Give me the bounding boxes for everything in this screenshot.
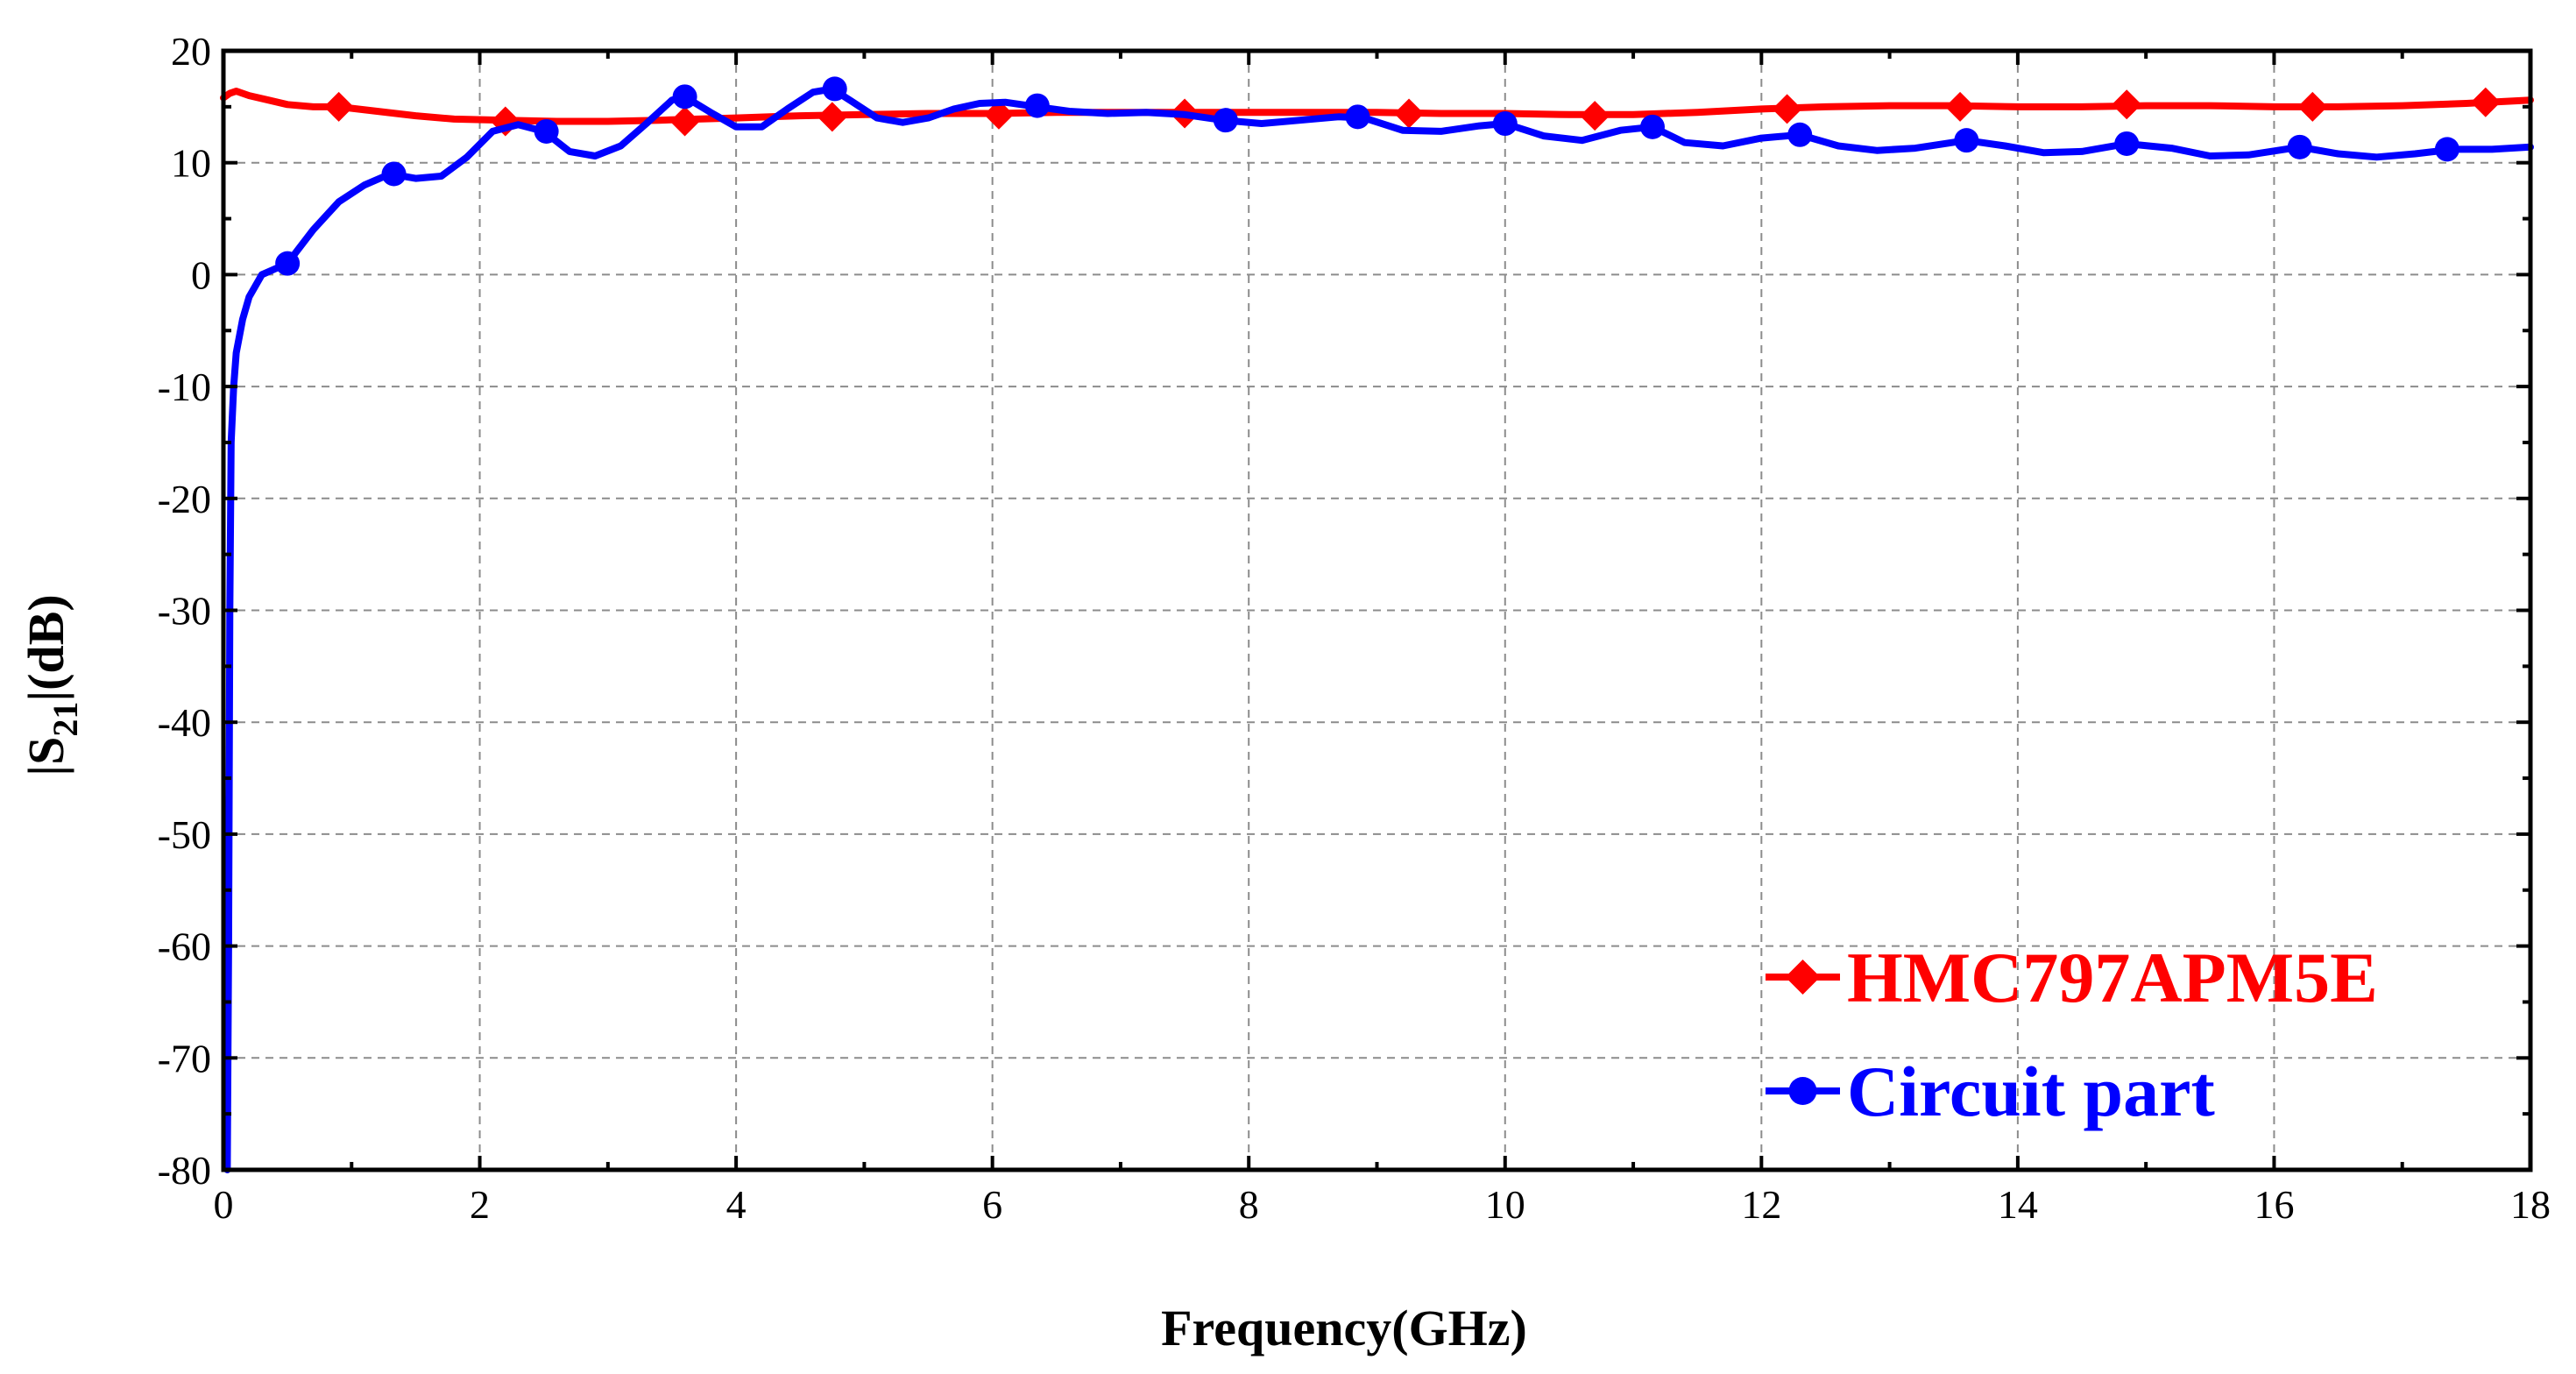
- y-tick-label: -80: [158, 1148, 211, 1193]
- diamond-marker: [817, 102, 847, 132]
- circle-marker: [2434, 137, 2459, 162]
- x-tick-label: 8: [1239, 1182, 1259, 1227]
- grid-layer: [223, 51, 2530, 1170]
- y-tick-label: -50: [158, 812, 211, 857]
- legend-diamond-marker: [1785, 960, 1821, 995]
- diamond-marker: [2112, 89, 2142, 120]
- y-tick-label: -20: [158, 477, 211, 521]
- circle-marker: [1213, 108, 1238, 133]
- series-line-0: [220, 88, 2534, 125]
- y-tick-label: 0: [191, 252, 211, 297]
- legend: HMC797APM5E Circuit part: [1766, 938, 2378, 1131]
- diamond-marker: [2297, 91, 2328, 122]
- y-tick-label: -10: [158, 365, 211, 409]
- x-tick-label: 18: [2510, 1182, 2551, 1227]
- circle-marker: [1639, 114, 1665, 139]
- circle-marker: [672, 84, 697, 110]
- circle-marker: [534, 118, 559, 144]
- y-tick-label: -60: [158, 924, 211, 969]
- diamond-marker: [2470, 87, 2501, 117]
- ticks-layer: 0 2 4 6 8 10 12 14 16 18 -80 -70 -60 -50 -40 -30 -20 -10 0…: [158, 29, 2551, 1227]
- x-tick-label: 6: [982, 1182, 1002, 1227]
- diamond-marker: [669, 106, 700, 137]
- circle-marker: [381, 161, 407, 187]
- x-axis-title: Frequency(GHz): [1161, 1300, 1527, 1356]
- y-tick-label: 10: [171, 141, 211, 186]
- diamond-marker: [1772, 94, 1802, 124]
- diamond-marker: [323, 91, 354, 122]
- y-tick-label: -30: [158, 589, 211, 634]
- circle-marker: [2114, 131, 2140, 156]
- x-tick-label: 12: [1741, 1182, 1781, 1227]
- y-axis-title-tail: |(dB): [18, 594, 74, 701]
- circle-marker: [1787, 122, 1813, 147]
- circle-marker: [822, 76, 847, 102]
- x-tick-label: 14: [1998, 1182, 2038, 1227]
- diamond-marker: [1580, 101, 1610, 131]
- diamond-marker: [1394, 98, 1425, 129]
- y-axis-title: |S21|(dB): [18, 594, 85, 776]
- y-axis-title-subscript: 21: [46, 702, 85, 737]
- circle-marker: [1345, 104, 1370, 130]
- y-tick-label: -70: [158, 1036, 211, 1080]
- y-axis-title-main: |S: [18, 737, 74, 776]
- series-line-1: [223, 85, 2534, 1173]
- x-tick-label: 4: [726, 1182, 747, 1227]
- diamond-marker: [983, 99, 1014, 130]
- series-layer: [220, 76, 2534, 1173]
- circle-marker: [275, 251, 301, 276]
- diamond-marker: [1945, 91, 1976, 122]
- x-tick-label: 2: [470, 1182, 490, 1227]
- circle-marker: [1492, 111, 1518, 137]
- x-tick-label: 10: [1485, 1182, 1525, 1227]
- legend-circle-marker: [1788, 1077, 1817, 1105]
- y-tick-label: -40: [158, 700, 211, 745]
- legend-label-0: HMC797APM5E: [1847, 938, 2378, 1017]
- y-tick-label: 20: [171, 29, 211, 74]
- x-tick-label: 16: [2254, 1182, 2294, 1227]
- circle-marker: [1954, 128, 1979, 153]
- x-tick-label: 0: [214, 1182, 234, 1227]
- circle-marker: [1024, 93, 1050, 118]
- circle-marker: [2287, 134, 2312, 159]
- legend-label-1: Circuit part: [1847, 1052, 2215, 1131]
